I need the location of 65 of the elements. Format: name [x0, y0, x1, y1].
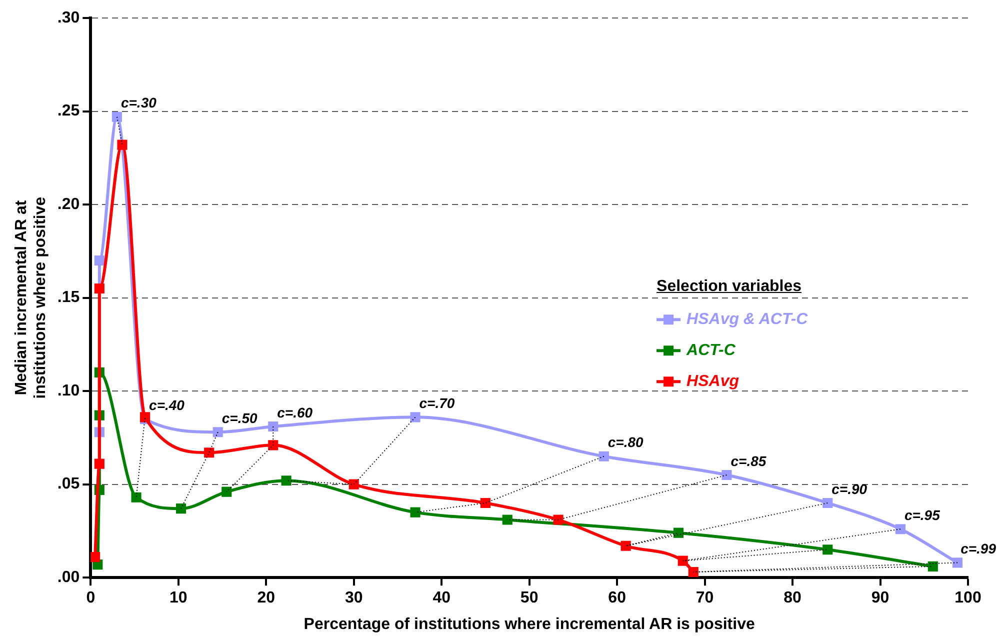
x-tick-label: 90 [871, 590, 890, 607]
legend-label: HSAvg & ACT-C [686, 311, 808, 328]
x-tick-label: 20 [257, 590, 276, 607]
annotation: c=.50 [222, 410, 258, 426]
y-tick-label: .00 [57, 569, 80, 586]
point [480, 498, 490, 508]
point [928, 561, 938, 572]
annotation: c=.60 [277, 404, 313, 420]
legend-title: Selection variables [656, 276, 802, 297]
point [348, 479, 359, 490]
x-tick-label: 100 [954, 590, 982, 607]
point [268, 440, 278, 450]
point [117, 140, 128, 150]
point [268, 421, 278, 432]
annotation: c=.80 [608, 434, 644, 450]
point [952, 558, 963, 568]
point [410, 412, 420, 422]
point [822, 544, 833, 555]
point [598, 451, 609, 462]
point [688, 566, 698, 578]
annotation: c=.90 [832, 480, 868, 497]
x-tick-label: 10 [169, 590, 188, 607]
x-tick-label: 30 [344, 590, 363, 607]
annotation: c=.30 [120, 94, 157, 111]
point [222, 486, 232, 497]
point [895, 524, 906, 534]
point [553, 514, 564, 525]
point [620, 540, 631, 551]
point [822, 498, 833, 508]
legend-label: HSAvg [686, 373, 740, 390]
point [212, 427, 223, 438]
x-tick-label: 60 [608, 590, 626, 607]
point [94, 255, 104, 266]
legend-label: ACT-C [686, 342, 736, 360]
y-tick-label: .20 [57, 196, 80, 213]
x-tick-label: 0 [86, 590, 96, 607]
point [90, 552, 100, 562]
x-tick-label: 70 [696, 590, 714, 607]
annotation: c=.99 [960, 540, 996, 557]
x-axis-title: Percentage of institutions where incremental AR is positive [304, 616, 755, 633]
y-tick-label: .10 [57, 382, 80, 400]
y-tick-label: .30 [57, 9, 80, 26]
point [281, 476, 292, 486]
x-tick-label: 50 [520, 590, 538, 607]
point [176, 504, 186, 514]
point [131, 492, 142, 502]
point [410, 507, 420, 518]
annotation: c=.95 [904, 506, 940, 523]
y-tick-label: .15 [57, 289, 80, 306]
point [112, 112, 122, 122]
y-axis-title: Median incremental AR at institutions where positive [13, 196, 50, 399]
point [722, 470, 732, 480]
y-tick-label: .05 [57, 476, 80, 493]
point [678, 556, 688, 566]
annotation: c=.85 [730, 452, 766, 469]
x-tick-label: 80 [784, 590, 802, 607]
annotation: c=.40 [149, 396, 185, 413]
y-tick-label: .25 [57, 102, 80, 120]
point [204, 448, 214, 458]
point [673, 528, 684, 538]
point [94, 283, 104, 294]
point [94, 458, 104, 469]
point [502, 514, 512, 525]
x-tick-label: 40 [432, 590, 451, 607]
annotation: c=.70 [419, 395, 455, 412]
